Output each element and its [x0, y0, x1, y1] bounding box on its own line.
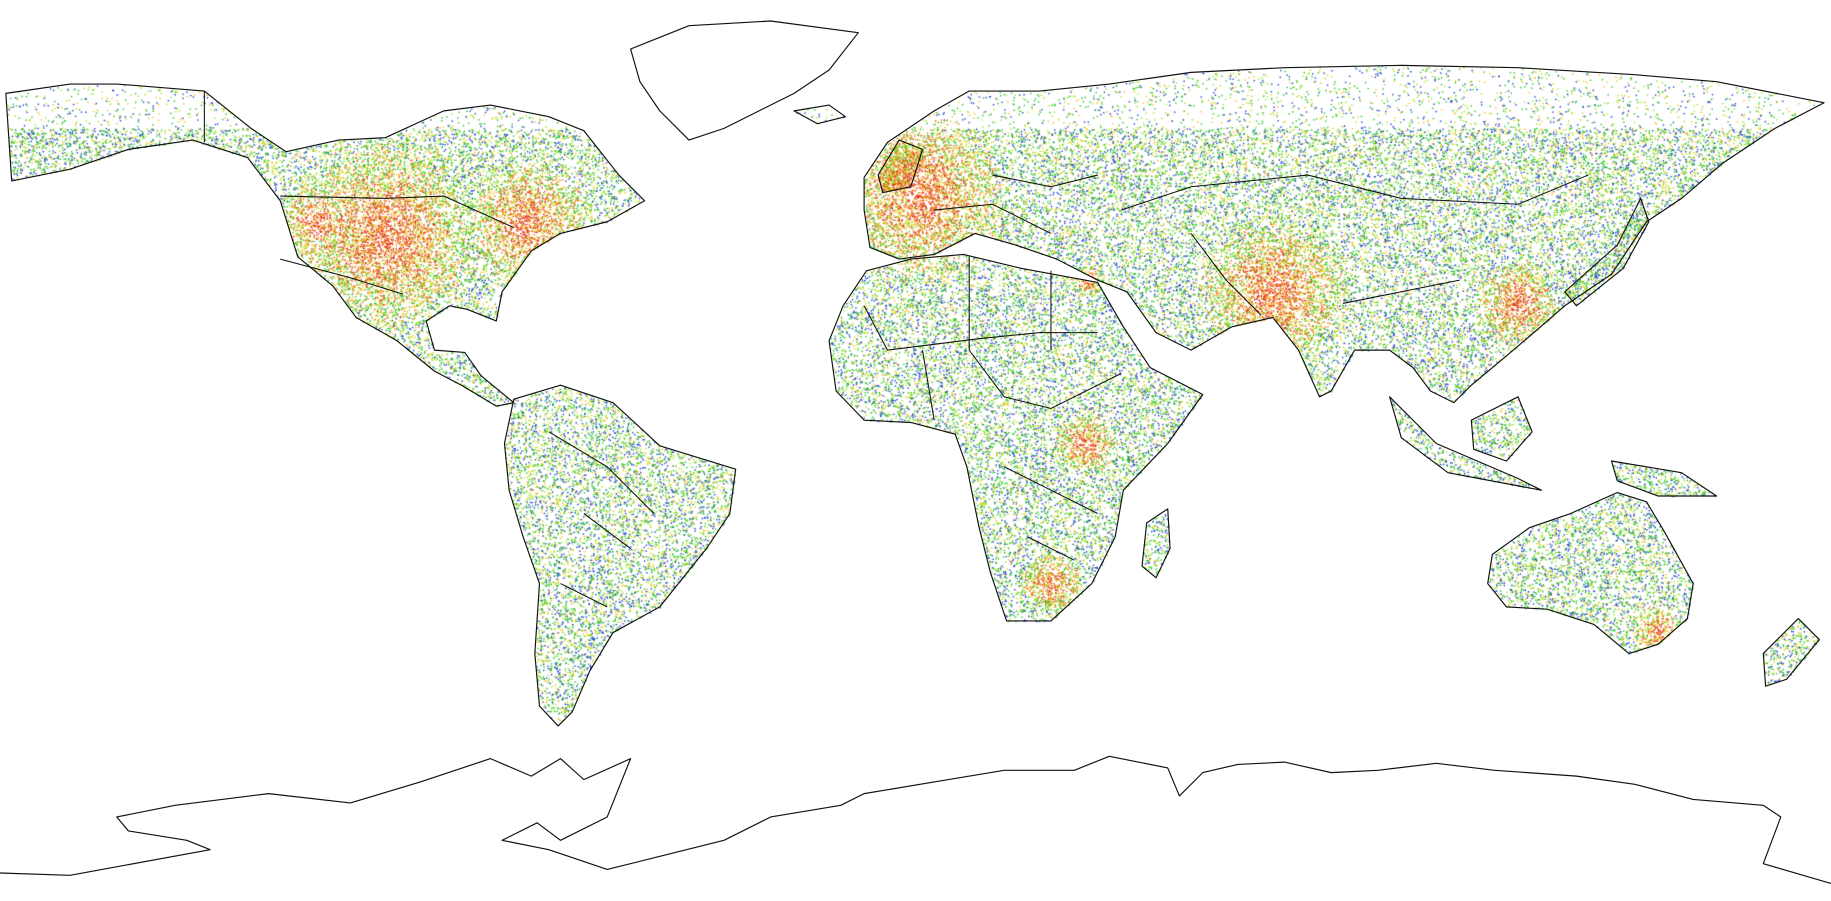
country-border	[968, 256, 1122, 410]
coastline-greenland	[629, 20, 859, 141]
coastline-uk	[877, 139, 924, 194]
country-border	[280, 258, 404, 295]
country-border	[992, 174, 1098, 188]
coastline-eurasia	[863, 64, 1825, 404]
country-border	[863, 305, 1098, 351]
country-border	[548, 431, 655, 514]
country-border	[934, 203, 1052, 234]
coastline-new-guinea	[1610, 460, 1718, 497]
country-border	[583, 513, 631, 549]
coastline-japan	[1564, 197, 1650, 307]
coastline-iceland	[793, 104, 847, 125]
coastline-antarctica	[0, 755, 1831, 885]
coastline-new-zealand	[1762, 617, 1820, 687]
country-border	[921, 350, 935, 421]
coastline-madagascar	[1141, 508, 1171, 579]
country-border	[1342, 279, 1460, 304]
country-border	[1120, 174, 1589, 211]
coastline-sumatra-java	[1389, 396, 1542, 491]
coastline-africa	[828, 253, 1204, 622]
coastline-south-america	[503, 384, 737, 727]
coastline-borneo	[1470, 396, 1533, 462]
country-border	[280, 195, 515, 229]
country-border	[560, 583, 608, 608]
country-border	[1027, 536, 1075, 561]
country-border	[1004, 466, 1098, 514]
country-border	[1190, 233, 1262, 316]
coastline-north-america	[5, 83, 646, 407]
coastline-australia	[1487, 491, 1694, 655]
